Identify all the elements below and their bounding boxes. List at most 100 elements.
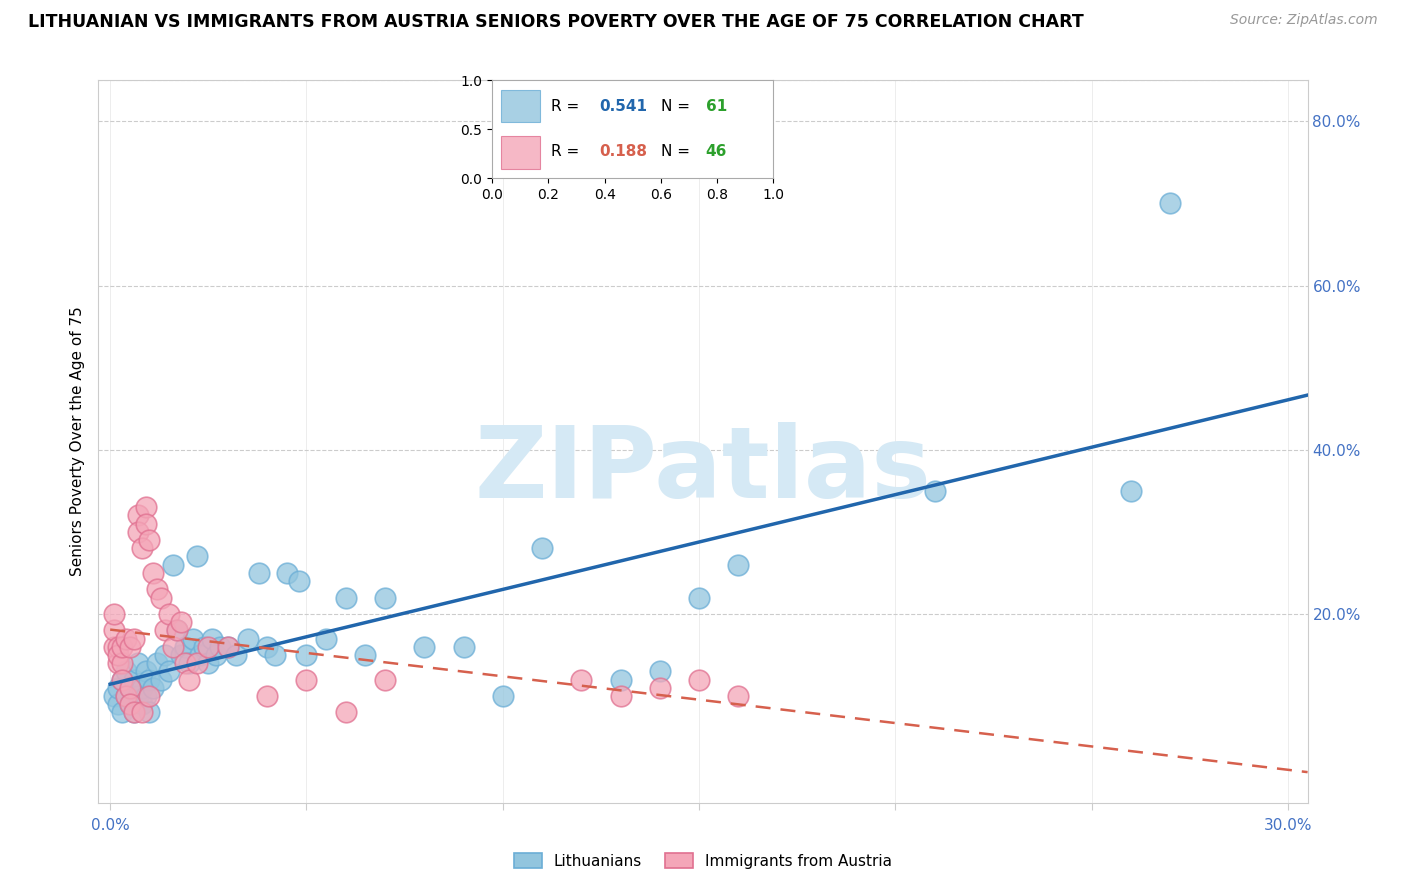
Point (150, 591, 173, 605)
Point (157, 665, 180, 679)
Point (531, 541, 554, 556)
Point (122, 706, 145, 720)
Point (688, 673, 710, 687)
Point (162, 640, 184, 654)
Point (197, 657, 219, 671)
FancyBboxPatch shape (501, 90, 540, 122)
Point (111, 640, 134, 654)
Point (146, 582, 169, 597)
Point (225, 648, 247, 662)
Point (374, 591, 396, 605)
Point (127, 508, 149, 523)
Point (276, 566, 298, 580)
Point (177, 673, 200, 687)
Point (609, 689, 631, 703)
Point (157, 607, 180, 621)
Point (122, 706, 145, 720)
Point (256, 689, 278, 703)
Text: R =: R = (551, 99, 585, 114)
Point (118, 698, 141, 712)
Point (127, 689, 149, 703)
Point (107, 640, 129, 654)
Point (264, 648, 287, 662)
Point (138, 533, 160, 547)
Point (142, 681, 165, 695)
Point (295, 648, 318, 662)
Point (295, 673, 318, 687)
Point (170, 648, 193, 662)
Point (131, 706, 153, 720)
Point (190, 648, 212, 662)
Point (186, 657, 208, 671)
Point (103, 607, 125, 621)
Point (170, 615, 193, 630)
Point (138, 689, 160, 703)
Point (217, 640, 239, 654)
Point (135, 689, 157, 703)
Point (138, 706, 160, 720)
Point (111, 673, 134, 687)
Point (727, 558, 749, 572)
Point (205, 648, 228, 662)
Point (115, 632, 138, 646)
Text: LITHUANIAN VS IMMIGRANTS FROM AUSTRIA SENIORS POVERTY OVER THE AGE OF 75 CORRELA: LITHUANIAN VS IMMIGRANTS FROM AUSTRIA SE… (28, 13, 1084, 31)
Point (122, 632, 145, 646)
Text: Source: ZipAtlas.com: Source: ZipAtlas.com (1230, 13, 1378, 28)
Point (648, 665, 671, 679)
Point (181, 632, 204, 646)
Point (688, 591, 710, 605)
Point (335, 706, 357, 720)
Point (648, 681, 671, 695)
Point (247, 566, 270, 580)
Text: N =: N = (661, 144, 695, 159)
Point (1159, 196, 1181, 211)
Text: 0.541: 0.541 (599, 99, 647, 114)
Text: N =: N = (661, 99, 695, 114)
Point (1119, 483, 1142, 498)
Legend: Lithuanians, Immigrants from Austria: Lithuanians, Immigrants from Austria (508, 847, 898, 875)
Point (335, 591, 357, 605)
Point (287, 574, 309, 588)
Point (115, 689, 138, 703)
Point (236, 632, 259, 646)
Point (609, 673, 631, 687)
Point (166, 624, 188, 638)
Point (193, 640, 215, 654)
Point (209, 640, 232, 654)
Text: 61: 61 (706, 99, 727, 114)
Point (217, 640, 239, 654)
Point (107, 681, 129, 695)
Point (135, 516, 157, 531)
Point (924, 483, 946, 498)
Point (131, 541, 153, 556)
Point (103, 689, 125, 703)
Point (453, 640, 475, 654)
Text: 46: 46 (706, 144, 727, 159)
Point (127, 524, 149, 539)
Point (162, 558, 184, 572)
Text: ZIPatlas: ZIPatlas (475, 422, 931, 519)
Point (118, 681, 141, 695)
Point (186, 549, 208, 564)
Point (146, 657, 169, 671)
FancyBboxPatch shape (501, 136, 540, 169)
Point (115, 689, 138, 703)
Point (118, 698, 141, 712)
Point (111, 657, 134, 671)
Point (118, 640, 141, 654)
Point (135, 500, 157, 515)
Point (115, 665, 138, 679)
Point (153, 624, 176, 638)
Text: 0.188: 0.188 (599, 144, 647, 159)
Point (256, 640, 278, 654)
Point (135, 665, 157, 679)
Point (374, 673, 396, 687)
Point (569, 673, 592, 687)
Point (138, 673, 160, 687)
Y-axis label: Seniors Poverty Over the Age of 75: Seniors Poverty Over the Age of 75 (69, 307, 84, 576)
Point (107, 657, 129, 671)
Point (413, 640, 436, 654)
Point (111, 706, 134, 720)
Point (103, 640, 125, 654)
Point (131, 698, 153, 712)
